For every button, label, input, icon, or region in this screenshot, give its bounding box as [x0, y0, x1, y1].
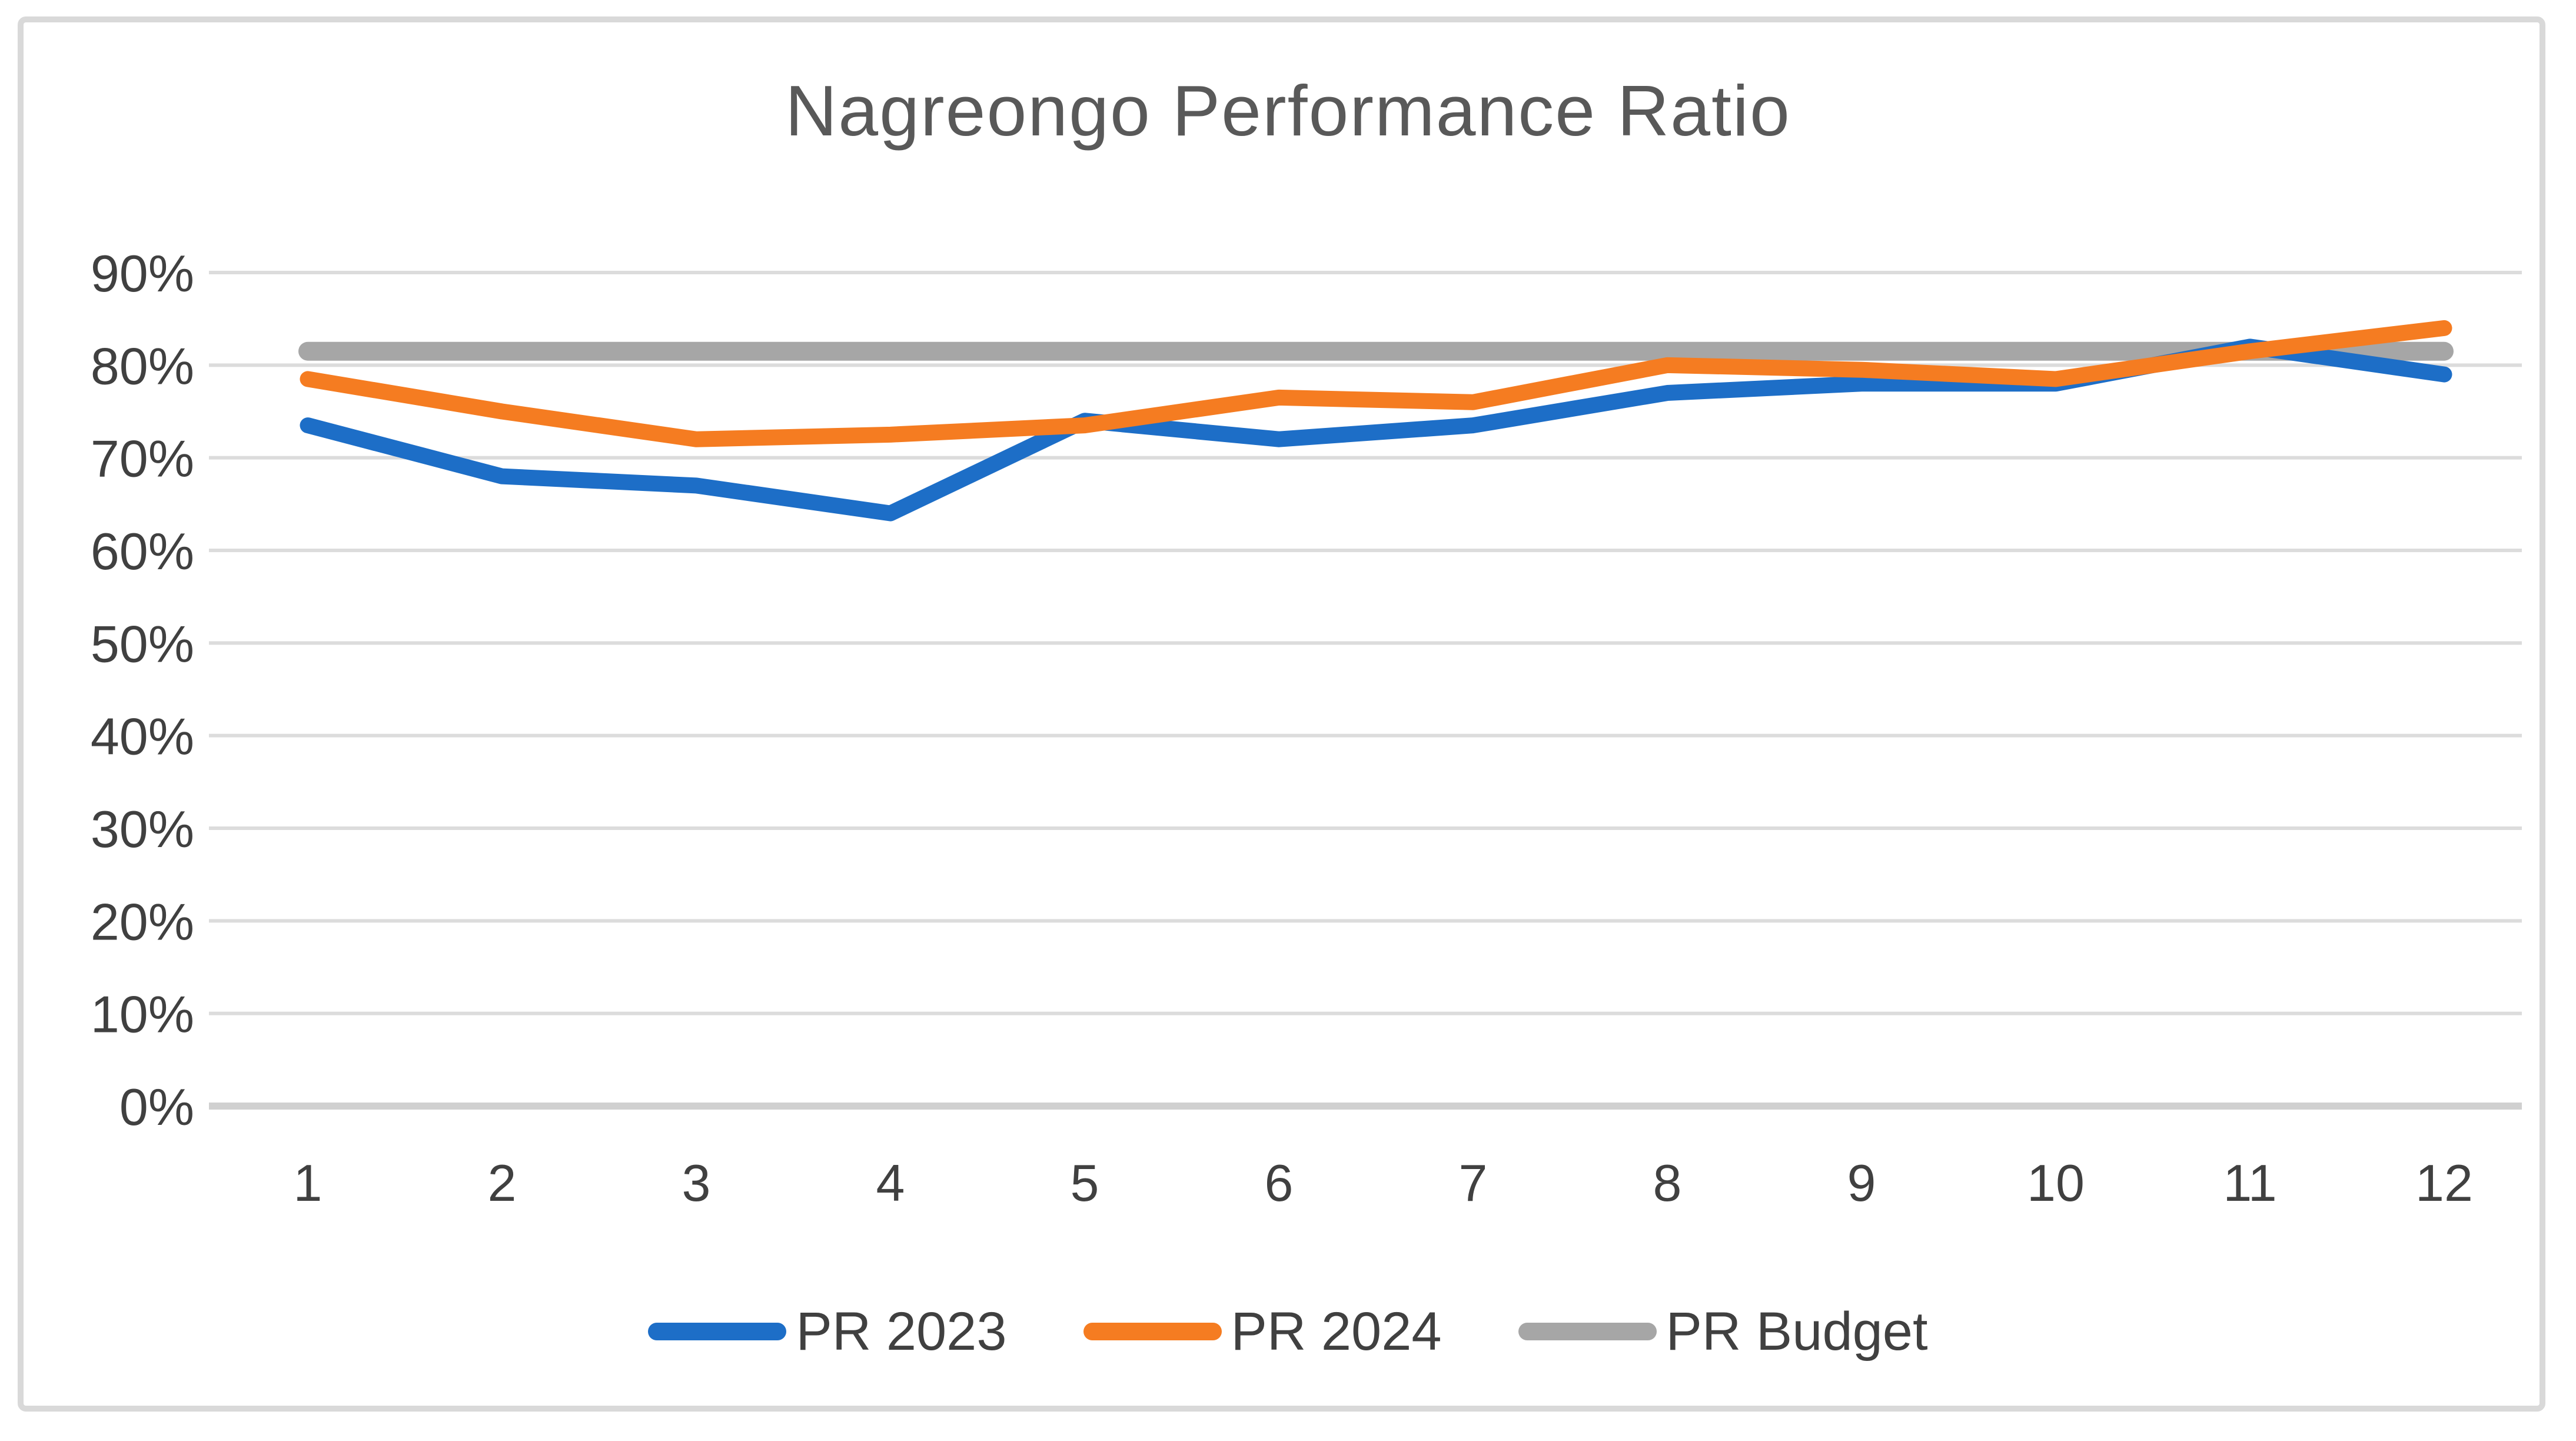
legend-item-pr-2024: PR 2024 [1083, 1301, 1442, 1363]
legend-label-pr-2023: PR 2023 [796, 1301, 1007, 1362]
y-tick-label: 40% [91, 708, 194, 766]
legend-swatch-pr-budget [1518, 1323, 1657, 1340]
y-tick-label: 90% [91, 244, 194, 303]
x-tick-label: 3 [682, 1154, 711, 1212]
chart-title: Nagreongo Performance Ratio [785, 71, 1791, 151]
y-tick-label: 70% [91, 430, 194, 488]
x-tick-label: 2 [488, 1154, 517, 1212]
chart-frame [18, 16, 2545, 1412]
x-tick-label: 7 [1459, 1154, 1488, 1212]
x-tick-label: 11 [2223, 1154, 2276, 1212]
legend-item-pr-2023: PR 2023 [648, 1301, 1007, 1363]
x-tick-label: 10 [2027, 1154, 2085, 1212]
series-line-pr-2024 [300, 320, 2452, 447]
chart-legend: PR 2023 PR 2024 PR Budget [0, 1290, 2576, 1373]
x-tick-label: 5 [1071, 1154, 1099, 1212]
y-tick-label: 80% [91, 337, 194, 395]
y-tick-label: 50% [91, 615, 194, 673]
legend-label-pr-2024: PR 2024 [1231, 1301, 1442, 1362]
y-tick-label: 10% [91, 985, 194, 1044]
y-tick-label: 0% [119, 1078, 194, 1136]
legend-item-pr-budget: PR Budget [1518, 1301, 1928, 1363]
legend-swatch-pr-2024 [1083, 1323, 1222, 1340]
y-tick-label: 30% [91, 800, 194, 858]
x-tick-label: 9 [1847, 1154, 1876, 1212]
y-tick-label: 20% [91, 892, 194, 951]
x-tick-label: 1 [294, 1154, 323, 1212]
x-tick-label: 6 [1265, 1154, 1294, 1212]
x-tick-label: 12 [2415, 1154, 2473, 1212]
y-tick-label: 60% [91, 522, 194, 580]
legend-swatch-pr-2023 [648, 1323, 787, 1340]
x-tick-label: 4 [876, 1154, 905, 1212]
legend-label-pr-budget: PR Budget [1666, 1301, 1928, 1362]
x-tick-label: 8 [1653, 1154, 1682, 1212]
